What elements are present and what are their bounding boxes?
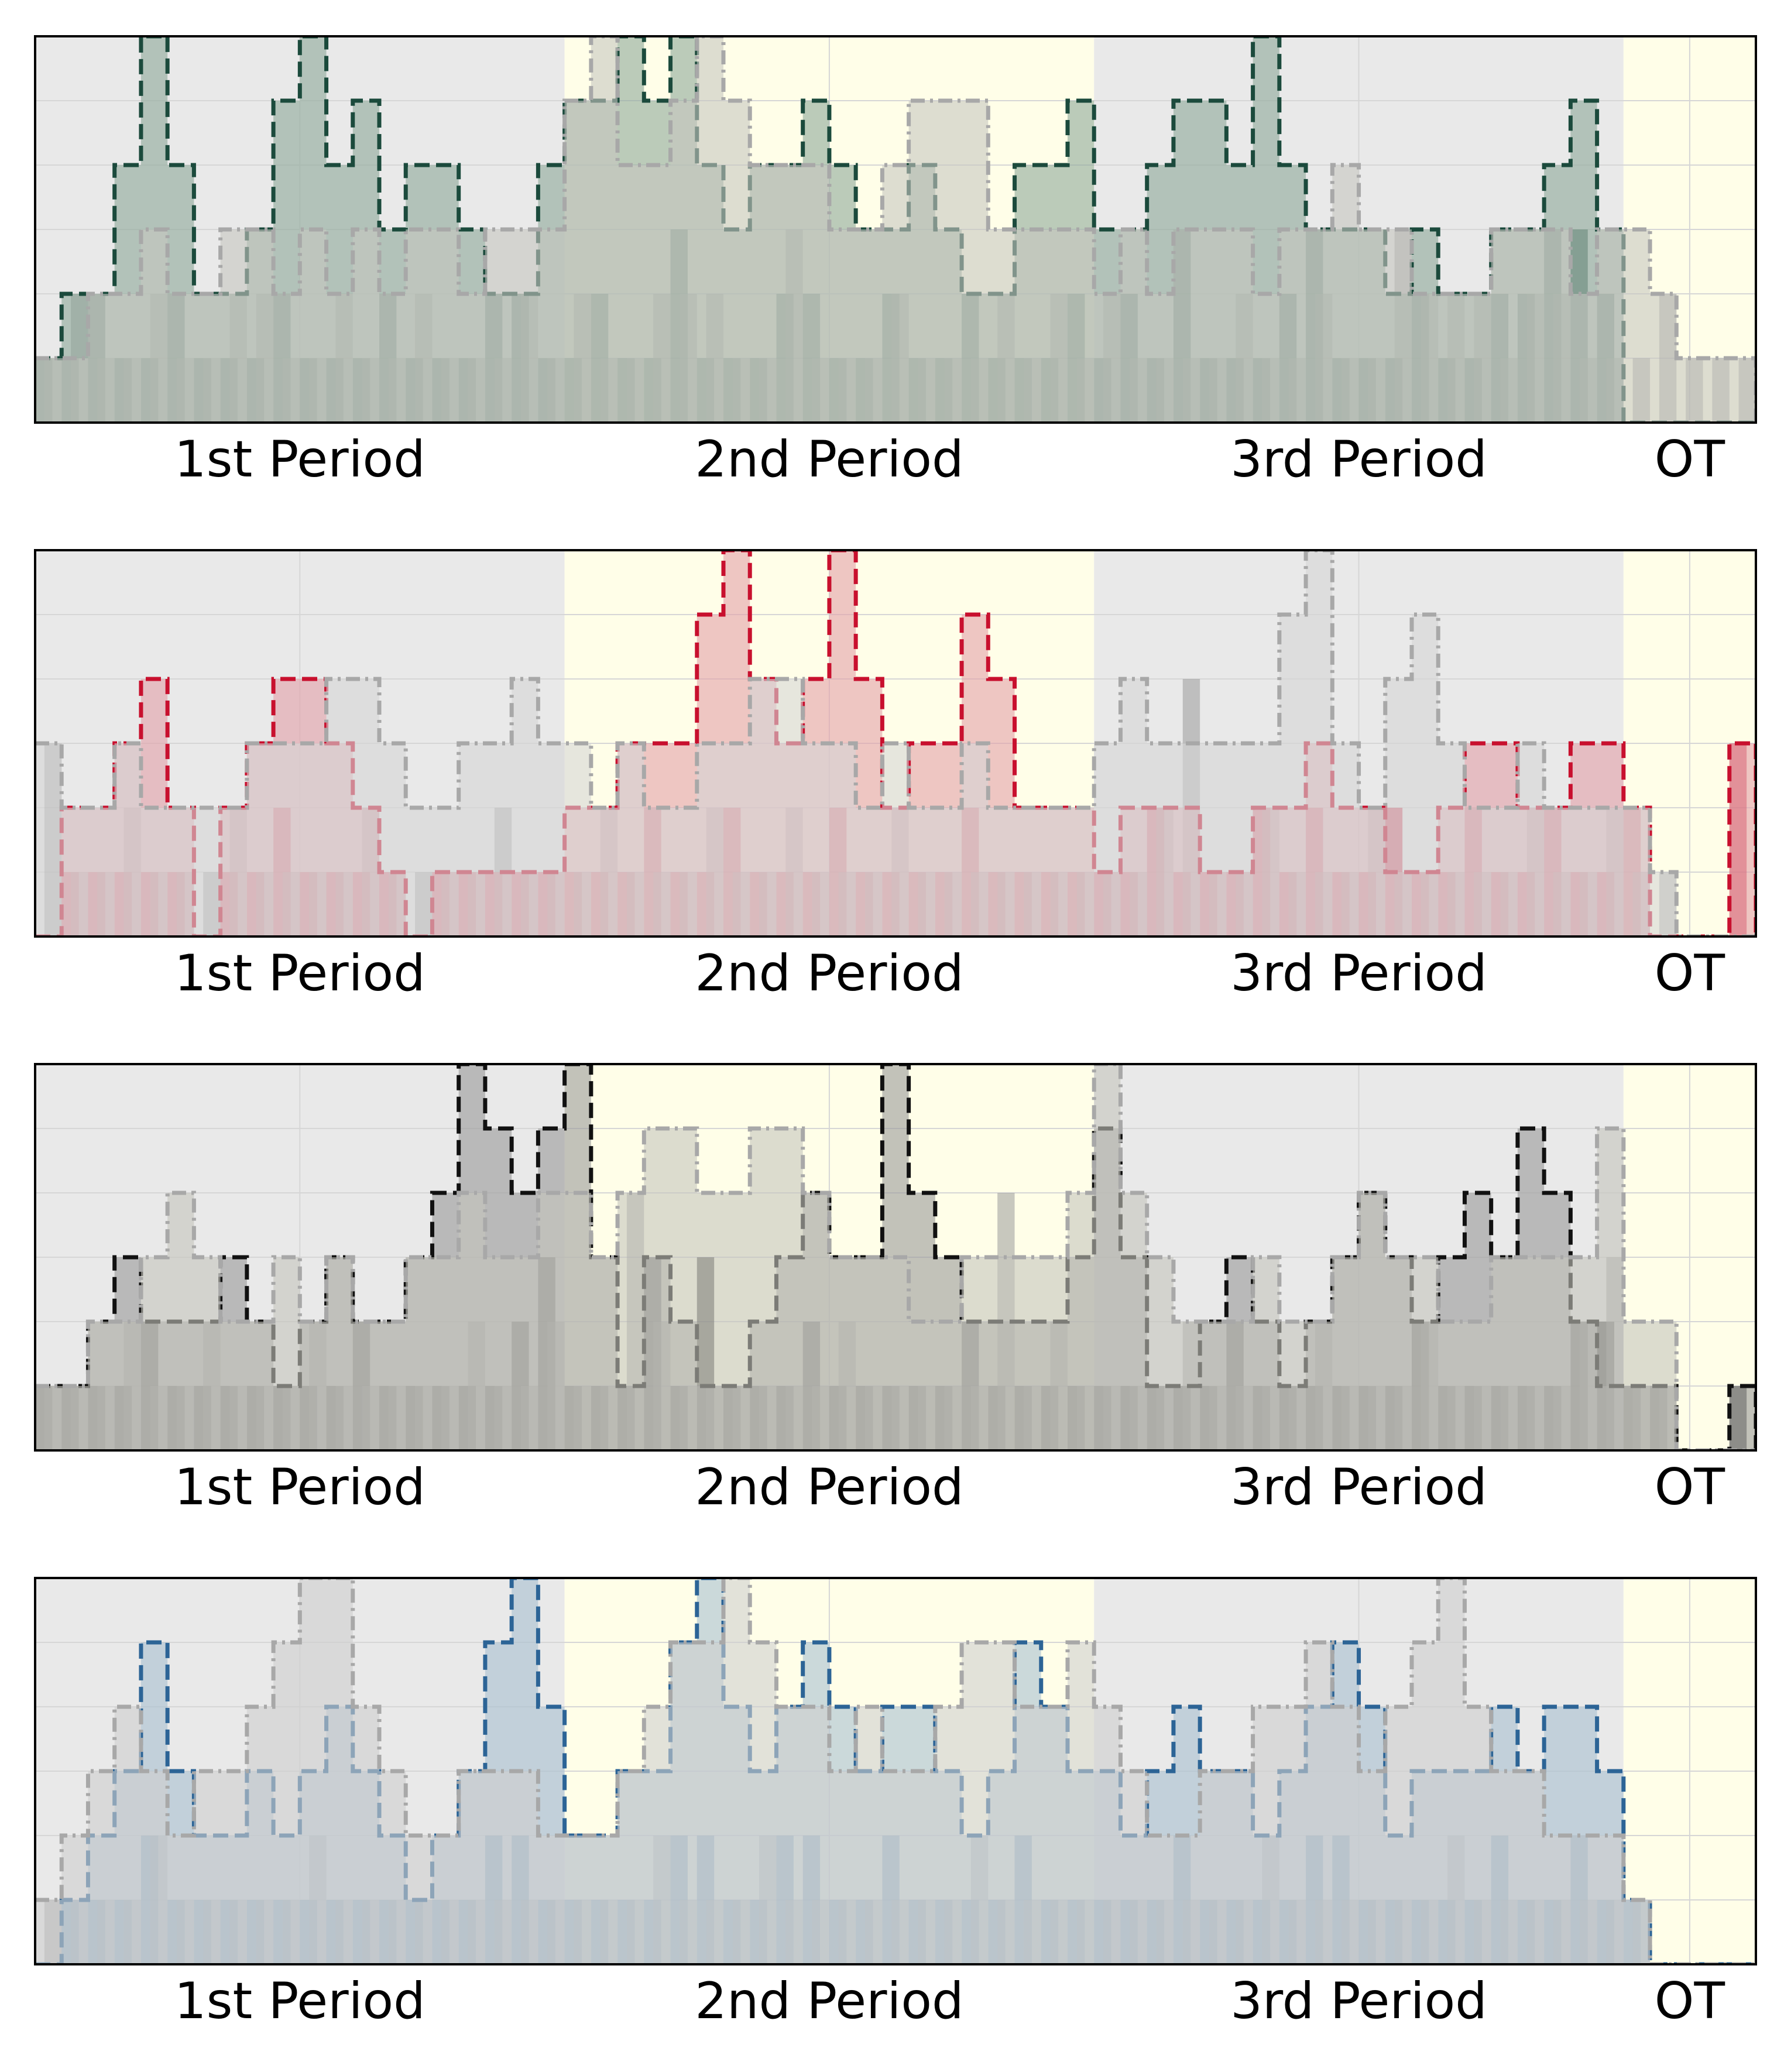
x-tick-label: OT (1655, 944, 1725, 1003)
x-tick-label: 2nd Period (695, 944, 963, 1003)
series-line-1 (35, 550, 1756, 936)
axes-frame (34, 1577, 1757, 1965)
x-tick-label: 1st Period (174, 1458, 426, 1517)
series-line-2 (35, 550, 1756, 936)
series-area-2 (35, 1578, 1756, 1964)
chart-panel-1: 1st Period 2nd Period 3rd Period OT (34, 35, 1757, 489)
x-tick-label: 1st Period (174, 1972, 426, 2030)
plot-area (35, 550, 1756, 936)
axes-frame (34, 549, 1757, 938)
x-tick-label: 3rd Period (1230, 944, 1487, 1003)
series-line-2 (35, 1578, 1756, 1964)
chart-panel-3: 1st Period 2nd Period 3rd Period OT (34, 1063, 1757, 1517)
axes-frame (34, 35, 1757, 424)
series-area-2 (35, 1064, 1756, 1450)
plot-area (35, 1064, 1756, 1450)
series-line-2 (35, 1064, 1756, 1450)
x-tick-label: 3rd Period (1230, 1972, 1487, 2030)
chart-panel-4: 1st Period 2nd Period 3rd Period OT (34, 1577, 1757, 2030)
plot-area (35, 1578, 1756, 1964)
x-tick-label: 2nd Period (695, 430, 963, 489)
x-tick-label: 3rd Period (1230, 1458, 1487, 1517)
x-tick-label: 1st Period (174, 944, 426, 1003)
series-line-2 (35, 36, 1756, 423)
x-tick-label: 2nd Period (695, 1458, 963, 1517)
plot-area (35, 36, 1756, 423)
series-line-1 (35, 36, 1756, 423)
x-tick-label: OT (1655, 1458, 1725, 1517)
series-area-2 (35, 36, 1756, 423)
x-tick-label: 2nd Period (695, 1972, 963, 2030)
chart-panel-2: 1st Period 2nd Period 3rd Period OT (34, 549, 1757, 1003)
x-tick-label: 3rd Period (1230, 430, 1487, 489)
series-area-2 (35, 550, 1756, 936)
x-tick-label: OT (1655, 1972, 1725, 2030)
axes-frame (34, 1063, 1757, 1452)
x-tick-label: OT (1655, 430, 1725, 489)
x-tick-label: 1st Period (174, 430, 426, 489)
